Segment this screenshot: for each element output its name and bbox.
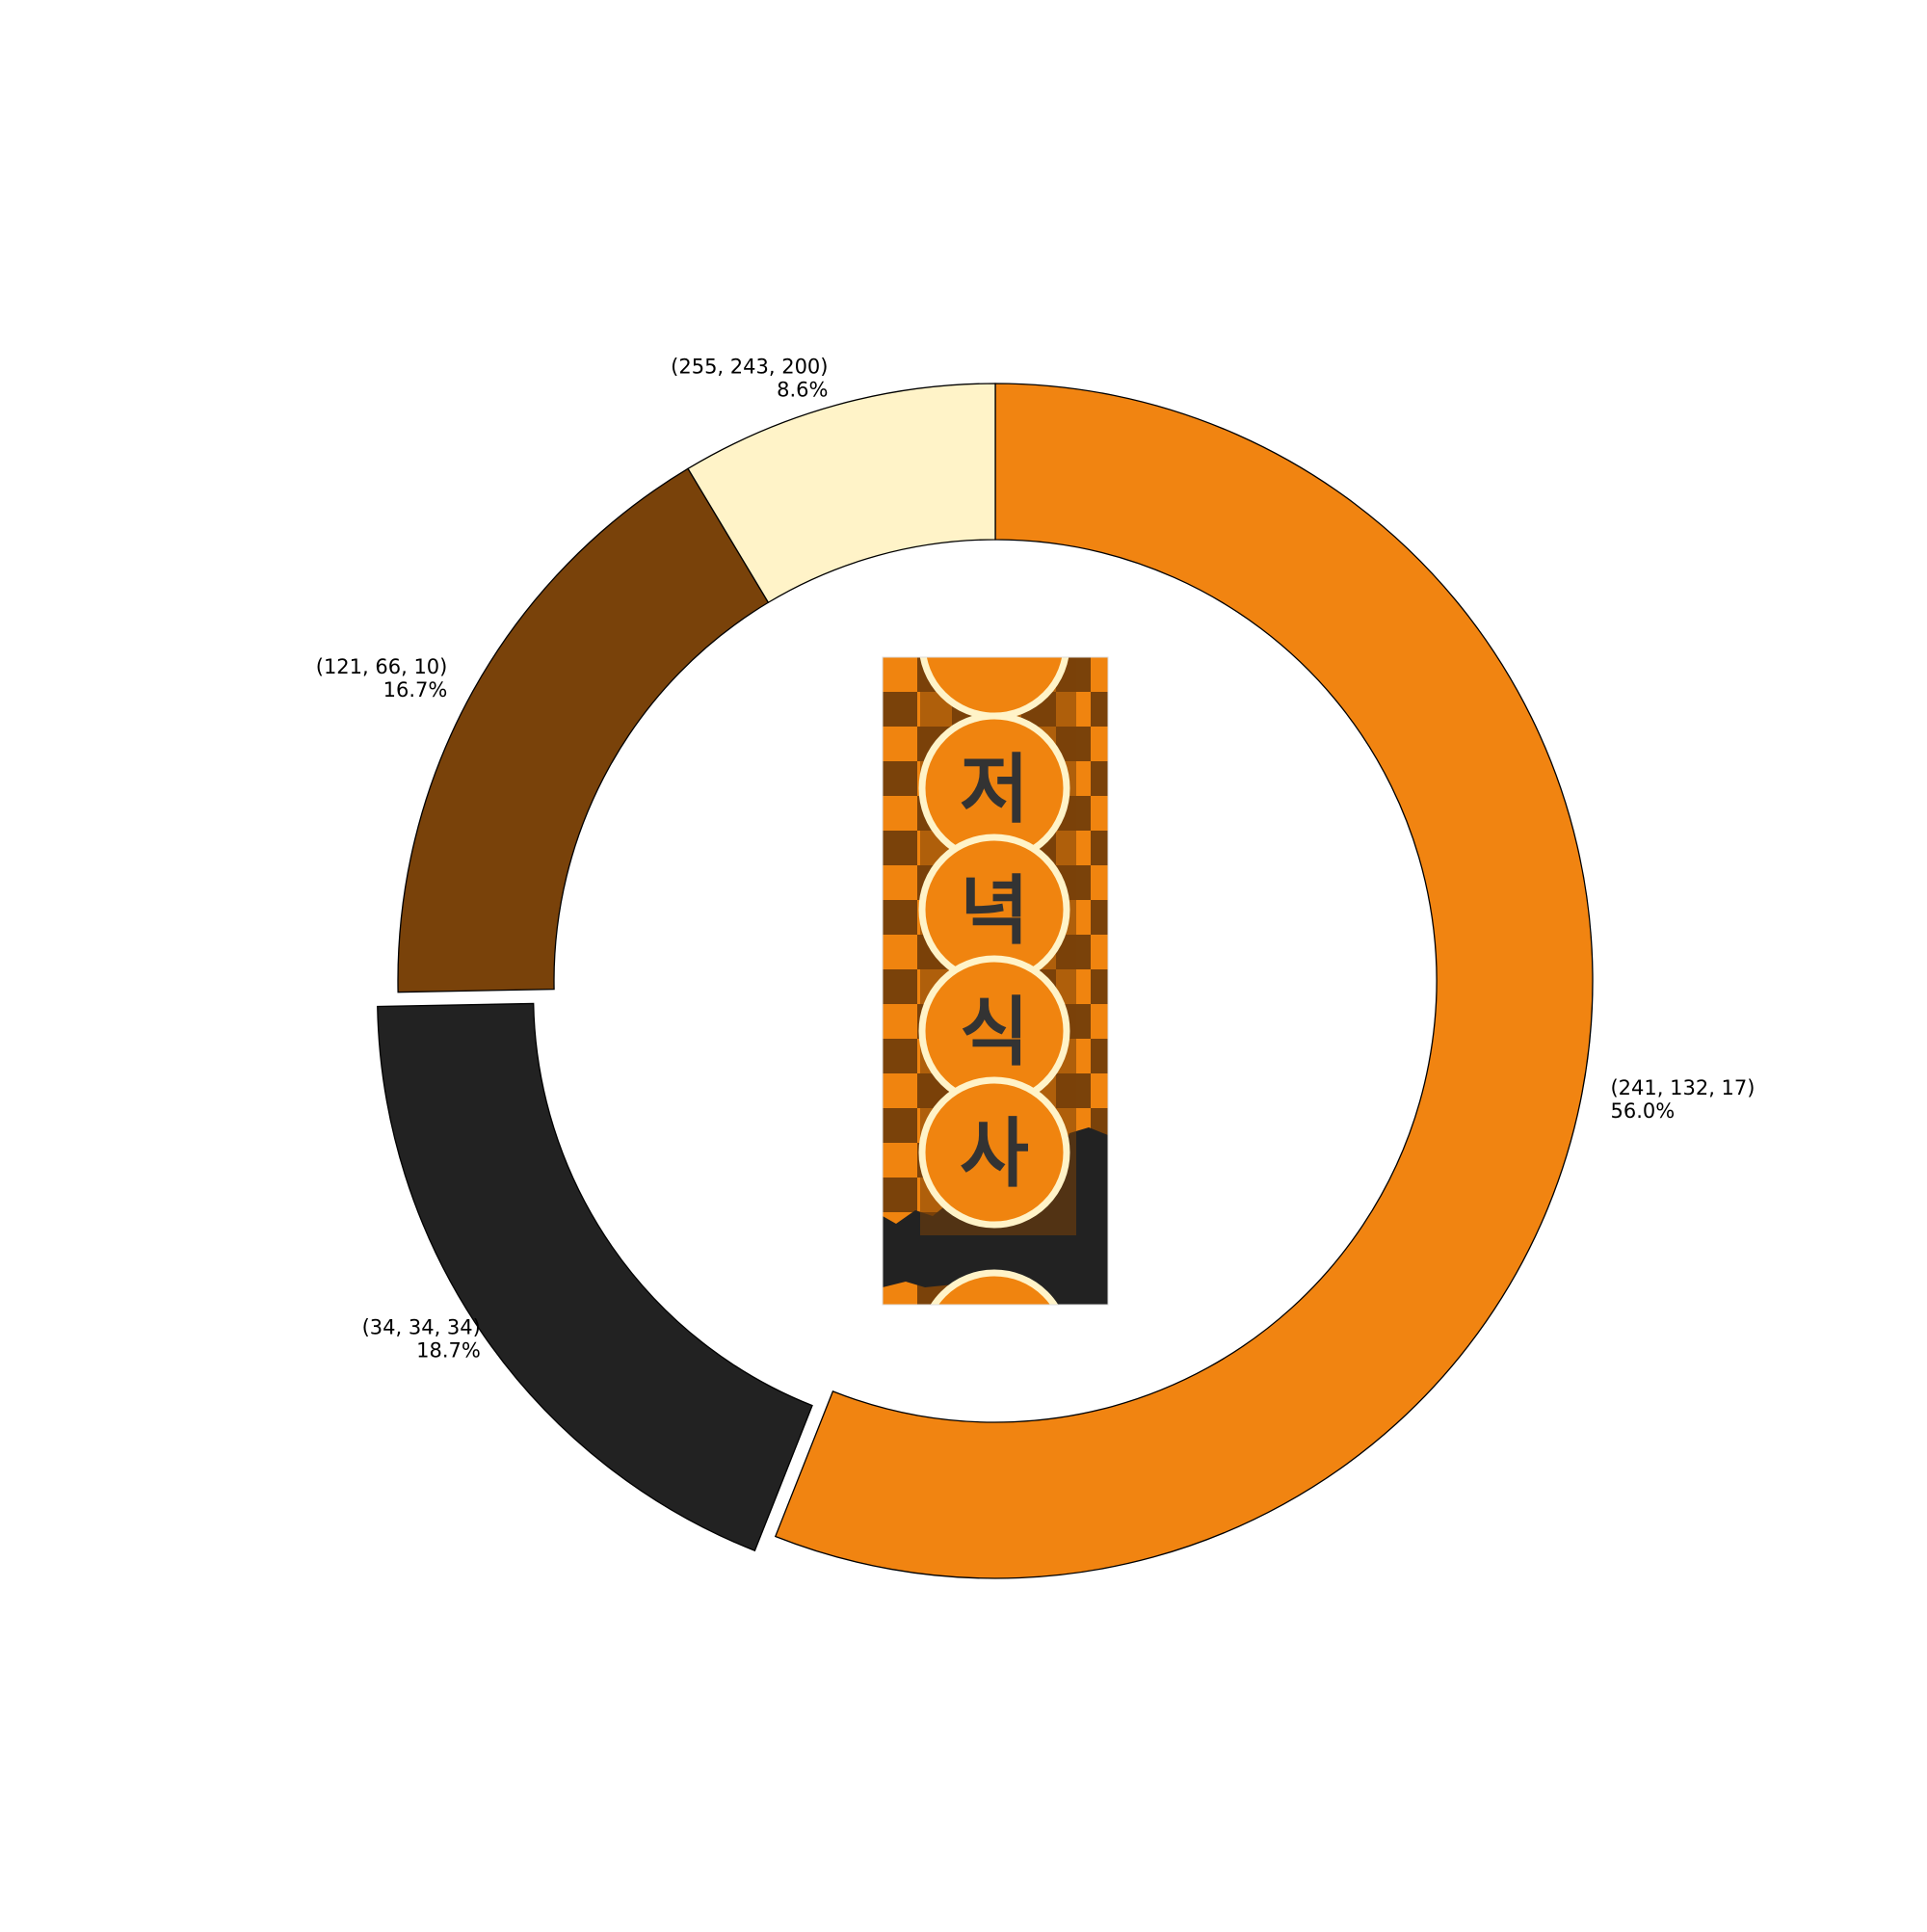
donut-slice [397, 467, 770, 993]
slice-category-label: (241, 132, 17) [1610, 1076, 1755, 1099]
slice-label: (241, 132, 17) 56.0% [1610, 1076, 1755, 1123]
slice-category-label: (121, 66, 10) [316, 655, 448, 678]
slice-category-label: (34, 34, 34) [362, 1315, 481, 1338]
badge-character: 저 [960, 747, 1029, 834]
donut-slice [377, 1002, 813, 1552]
checker-square [883, 969, 917, 1004]
slice-label: (34, 34, 34) 18.7% [362, 1315, 481, 1362]
checker-square [883, 692, 917, 727]
checker-square [1091, 831, 1108, 865]
checker-square [1091, 1039, 1108, 1073]
slice-percent-label: 8.6% [777, 379, 828, 402]
badge-character: 사 [960, 1111, 1029, 1198]
center-image-border [882, 656, 1109, 1306]
labels-layer: (241, 132, 17) 56.0% (34, 34, 34) 18.7% (121… [316, 356, 1755, 1363]
checker-square [883, 1108, 917, 1143]
checker-square [883, 900, 917, 935]
slices-layer [377, 383, 1594, 1579]
checker-square [883, 1178, 917, 1212]
donut-slice [687, 383, 996, 604]
checker-square [1091, 692, 1108, 727]
checker-square [883, 831, 917, 865]
checker-square [883, 1039, 917, 1073]
slice-category-label: (255, 243, 200) [671, 356, 828, 379]
checker-square [1091, 761, 1108, 796]
character-badge [919, 657, 1069, 720]
badge-character: 식 [960, 990, 1029, 1076]
slice-percent-label: 18.7% [416, 1338, 481, 1362]
slice-label: (121, 66, 10) 16.7% [316, 655, 448, 701]
badge-character: 녁 [960, 868, 1029, 955]
character-badge [930, 1269, 1059, 1305]
checker-square [1091, 969, 1108, 1004]
donut-slice [774, 383, 1594, 1579]
checker-square [1091, 900, 1108, 935]
character-badge [918, 1076, 1070, 1229]
checker-square [883, 761, 917, 796]
slice-label: (255, 243, 200) 8.6% [671, 356, 828, 402]
slice-percent-label: 16.7% [383, 678, 448, 701]
slice-percent-label: 56.0% [1610, 1099, 1675, 1123]
